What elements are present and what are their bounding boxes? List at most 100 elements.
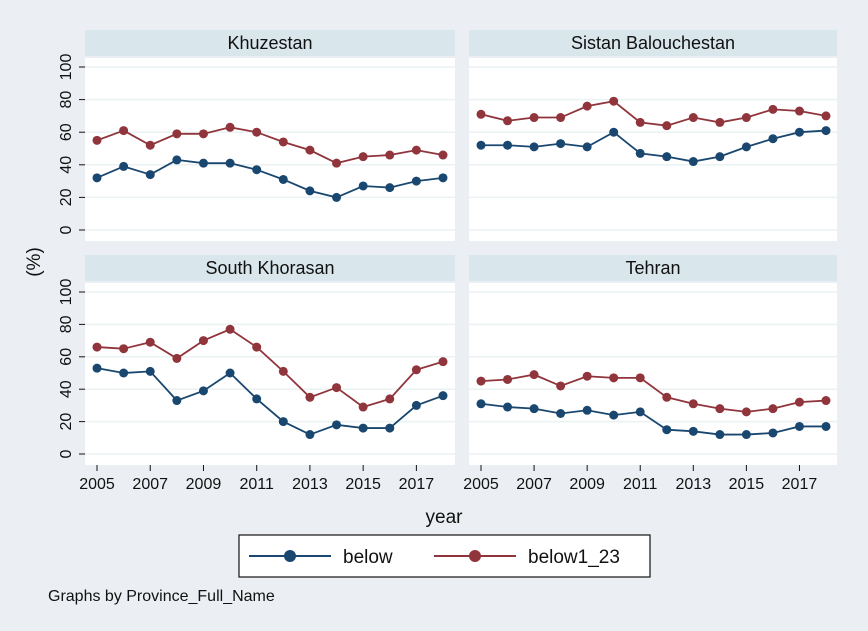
data-point [556, 113, 566, 123]
y-tick-label: 100 [58, 279, 75, 306]
plot-area [85, 58, 455, 241]
data-point [172, 129, 182, 139]
plot-area [469, 283, 837, 465]
panel-title: Tehran [625, 258, 680, 278]
data-point [278, 417, 288, 427]
data-point [198, 336, 208, 346]
x-axis-label: year [426, 507, 464, 528]
x-tick-label: 2005 [79, 476, 115, 493]
panel-title: South Khorasan [205, 258, 334, 278]
data-point [688, 113, 698, 123]
data-point [768, 134, 778, 144]
data-point [119, 368, 129, 378]
data-point [92, 173, 102, 183]
series-line-below1-23 [96, 328, 444, 409]
data-point [715, 152, 725, 162]
data-point [198, 386, 208, 396]
data-point [332, 420, 342, 430]
data-point [582, 371, 592, 381]
legend-below1-23-marker [469, 550, 481, 562]
x-tick-label: 2013 [676, 476, 712, 493]
data-point [278, 174, 288, 184]
data-point [715, 430, 725, 440]
panel-header [469, 30, 837, 56]
data-point [635, 148, 645, 158]
data-point [92, 363, 102, 373]
data-point [172, 396, 182, 406]
data-point [715, 117, 725, 127]
data-point [358, 402, 368, 412]
data-point [556, 381, 566, 391]
panel: Sistan Balouchestan [469, 30, 837, 241]
data-point [411, 365, 421, 375]
data-point [503, 402, 513, 412]
data-point [385, 423, 395, 433]
panel: South Khorasan 0 20 40 60 80 100 2005 2007 2009 20… [58, 255, 455, 493]
data-point [794, 106, 804, 116]
data-point [503, 374, 513, 384]
x-tick-label: 2011 [239, 476, 274, 493]
data-point [225, 122, 235, 132]
data-point [332, 192, 342, 202]
data-point [411, 176, 421, 186]
x-tick-label: 2015 [729, 476, 765, 493]
data-point [305, 186, 315, 196]
y-tick-label: 80 [58, 91, 75, 109]
data-point [821, 421, 831, 431]
legend-below1-23-label: below1_23 [528, 547, 620, 568]
data-point [609, 127, 619, 137]
data-point [556, 409, 566, 418]
y-tick-label: 0 [58, 225, 75, 234]
legend-below-label: below [343, 547, 393, 568]
data-point [794, 127, 804, 137]
data-point [438, 391, 448, 401]
data-point [582, 142, 592, 152]
data-point [252, 165, 262, 175]
x-tick-label: 2007 [132, 476, 168, 493]
y-tick-label: 40 [58, 380, 75, 398]
data-point [609, 410, 619, 420]
data-point [476, 109, 486, 119]
x-tick-label: 2007 [516, 476, 552, 493]
x-tick-label: 2017 [782, 476, 818, 493]
data-point [768, 428, 778, 438]
data-point [741, 142, 751, 152]
data-point [821, 111, 831, 121]
data-point [358, 181, 368, 191]
data-point [278, 137, 288, 147]
x-tick-label: 2011 [623, 476, 658, 493]
data-point [662, 121, 672, 131]
data-point [358, 152, 368, 162]
x-tick-label: 2017 [399, 476, 435, 493]
plot-area [85, 283, 455, 465]
x-tick-label: 2005 [463, 476, 499, 493]
data-point [503, 140, 513, 150]
y-tick-label: 60 [58, 123, 75, 141]
data-point [145, 337, 155, 347]
data-point [358, 423, 368, 433]
data-point [225, 368, 235, 378]
panel-header [469, 255, 837, 281]
data-point [582, 405, 592, 415]
data-point [635, 117, 645, 127]
y-tick-label: 100 [58, 54, 75, 81]
panels-layer: Khuzestan 0 20 40 60 80 100 Sistan Balouchestan… [58, 30, 837, 493]
panel-header [85, 255, 455, 281]
data-point [821, 126, 831, 136]
data-point [768, 104, 778, 114]
y-tick-label: 60 [58, 348, 75, 366]
data-point [609, 96, 619, 106]
x-tick-label: 2015 [345, 476, 381, 493]
data-point [438, 357, 448, 367]
data-point [119, 126, 129, 136]
graphs-by-note: Graphs by Province_Full_Name [48, 588, 275, 605]
data-point [768, 404, 778, 414]
plot-area [469, 58, 837, 241]
y-tick-label: 20 [58, 188, 75, 206]
data-point [529, 404, 539, 414]
data-point [198, 129, 208, 139]
data-point [172, 353, 182, 363]
data-point [332, 158, 342, 168]
data-point [411, 145, 421, 155]
x-tick-label: 2013 [292, 476, 328, 493]
